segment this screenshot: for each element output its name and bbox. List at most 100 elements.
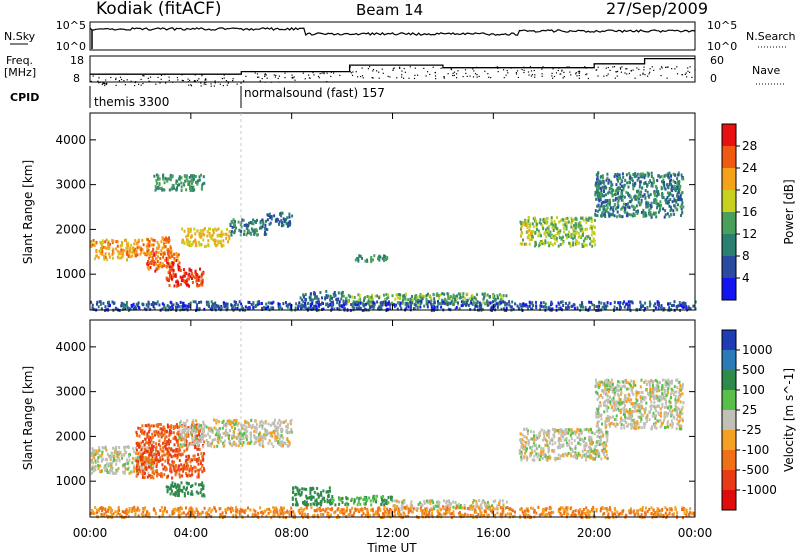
- power-cell: [678, 301, 681, 304]
- nave-dot: [476, 74, 478, 76]
- velocity-cell: [283, 441, 286, 445]
- velocity-cell: [138, 434, 141, 438]
- velocity-cell: [91, 454, 93, 457]
- nave-dot: [270, 81, 273, 83]
- power-cell: [152, 301, 155, 305]
- power-cell: [456, 301, 459, 305]
- velocity-cell: [596, 452, 599, 456]
- velocity-cell: [239, 430, 242, 434]
- power-cell: [205, 300, 208, 304]
- power-cell: [550, 300, 553, 304]
- velocity-cell: [432, 501, 435, 505]
- nave-dot: [292, 77, 294, 79]
- power-cell: [589, 237, 591, 240]
- velocity-cell: [400, 504, 403, 508]
- velocity-cell: [309, 491, 312, 495]
- velocity-cell: [331, 498, 334, 502]
- nave-dot: [647, 75, 649, 77]
- velocity-cell: [111, 451, 114, 455]
- power-cell: [611, 188, 614, 192]
- power-cell: [655, 215, 658, 219]
- power-cell: [559, 306, 562, 310]
- power-cell: [176, 183, 179, 187]
- velocity-cell: [127, 446, 130, 449]
- power-cell: [442, 300, 445, 304]
- nave-dot: [614, 77, 616, 79]
- power-cell: [176, 284, 179, 288]
- velocity-cell: [164, 466, 167, 470]
- velocity-cell: [282, 420, 285, 424]
- nave-dot: [214, 80, 216, 82]
- velocity-cell: [523, 435, 526, 439]
- nave-dot: [552, 77, 554, 79]
- velocity-cell: [149, 450, 152, 454]
- velocity-cell: [601, 449, 604, 452]
- velocity-cell: [570, 431, 573, 435]
- power-cell: [436, 305, 439, 309]
- nave-dot: [643, 66, 645, 68]
- power-cell: [666, 183, 668, 187]
- power-cell: [608, 214, 611, 218]
- velocity-cell: [197, 458, 200, 462]
- power-cell: [384, 298, 387, 302]
- power-cell: [241, 218, 244, 222]
- velocity-cell: [196, 445, 199, 448]
- power-cell: [603, 305, 606, 309]
- velocity-cell: [202, 432, 205, 436]
- velocity-cell: [171, 481, 174, 485]
- power-cell: [286, 305, 289, 309]
- nave-dot: [323, 73, 325, 75]
- velocity-cell: [363, 502, 366, 506]
- power-cell: [592, 240, 595, 244]
- velocity-cell: [571, 447, 574, 451]
- nave-dot: [578, 70, 581, 72]
- velocity-cell: [436, 500, 439, 504]
- nave-dot: [579, 71, 581, 73]
- power-cell: [129, 307, 132, 311]
- nave-dot: [674, 68, 676, 70]
- velocity-cell: [247, 425, 250, 428]
- velocity-cell: [196, 425, 199, 429]
- power-cell: [534, 244, 536, 248]
- power-cell: [402, 297, 405, 301]
- velocity-cell: [117, 456, 120, 460]
- power-cell: [528, 300, 531, 304]
- velocity-cell: [216, 444, 219, 448]
- power-cell: [650, 181, 653, 185]
- power-cell: [410, 303, 413, 307]
- power-cell: [102, 245, 105, 249]
- power-cell: [315, 300, 318, 304]
- power-cell: [178, 305, 181, 309]
- power-cell: [266, 305, 269, 309]
- velocity-cell: [573, 439, 576, 443]
- power-cell: [216, 305, 219, 309]
- velocity-cell: [174, 473, 177, 477]
- nave-dot: [534, 76, 536, 78]
- power-cell: [585, 220, 588, 224]
- power-cell: [602, 200, 604, 204]
- power-cell: [486, 303, 489, 307]
- power-cell: [177, 281, 180, 285]
- power-cell: [178, 177, 181, 181]
- nave-dot: [149, 81, 151, 83]
- velocity-cell: [178, 436, 181, 439]
- nave-dot: [399, 67, 401, 69]
- power-cell: [156, 240, 159, 244]
- power-cell: [215, 228, 218, 232]
- power-cell: [639, 195, 642, 199]
- velocity-cell: [115, 459, 118, 463]
- power-cell: [144, 252, 147, 256]
- power-cell: [100, 242, 103, 246]
- power-cell: [675, 207, 678, 211]
- power-cell: [551, 243, 554, 247]
- velocity-cell: [272, 421, 275, 425]
- nave-dot: [147, 77, 149, 79]
- velocity-cell: [140, 463, 143, 467]
- power-cell: [463, 302, 466, 306]
- power-cell: [564, 301, 567, 305]
- power-cell: [260, 302, 263, 305]
- power-cell: [414, 303, 417, 307]
- power-cell: [209, 227, 211, 231]
- power-cell: [120, 304, 123, 308]
- power-cell: [364, 302, 367, 306]
